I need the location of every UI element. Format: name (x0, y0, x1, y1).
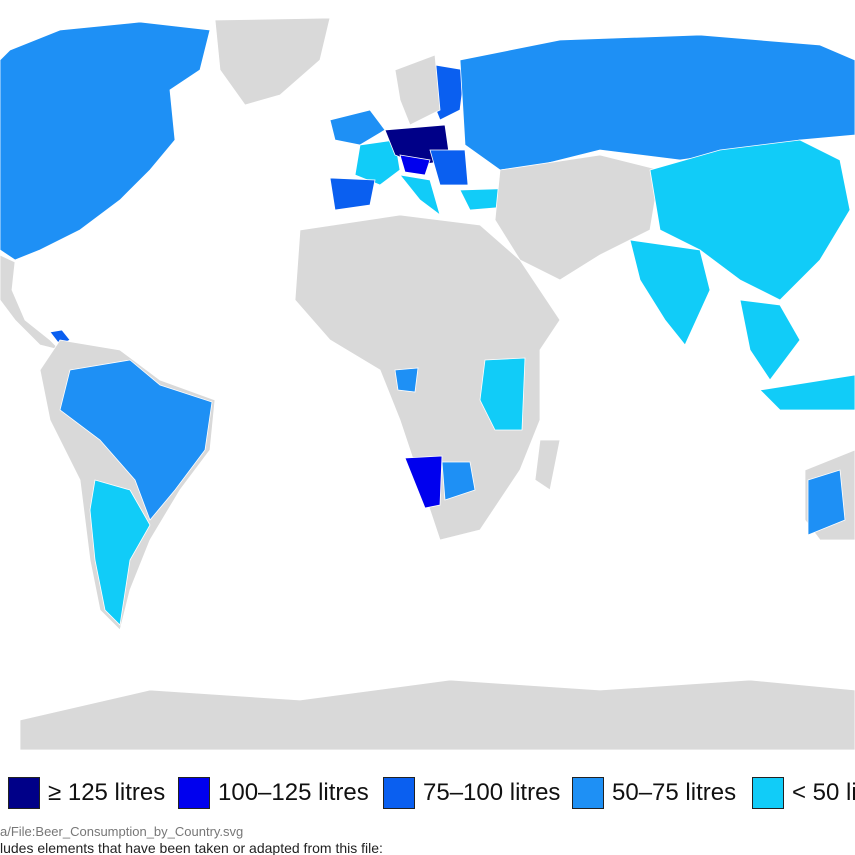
world-map (0, 17, 855, 751)
namibia (404, 455, 443, 509)
botswana (441, 461, 476, 501)
scandinavia (394, 54, 441, 126)
legend-swatch (752, 777, 784, 809)
africa (294, 214, 561, 541)
legend-item: 75–100 litres (383, 776, 560, 810)
east-africa (479, 357, 526, 431)
attribution: ludes elements that have been taken or a… (0, 840, 383, 855)
southeast-asia (739, 299, 801, 381)
eastern-europe (429, 149, 469, 186)
legend-label: 100–125 litres (218, 779, 369, 806)
indonesia (759, 374, 855, 411)
legend-swatch (383, 777, 415, 809)
greenland (214, 17, 331, 106)
source-url: a/File:Beer_Consumption_by_Country.svg (0, 824, 244, 839)
legend-label: ≥ 125 litres (48, 779, 166, 806)
gabon (394, 367, 419, 393)
central-america (0, 254, 62, 351)
china (649, 139, 851, 301)
north-america (0, 21, 211, 261)
spain (329, 177, 376, 211)
argentina (89, 479, 151, 626)
middle-east (494, 154, 661, 281)
legend-item: ≥ 125 litres (8, 776, 165, 810)
legend-swatch (178, 777, 210, 809)
legend-swatch (572, 777, 604, 809)
brazil (59, 359, 213, 521)
legend-swatch (8, 777, 40, 809)
legend-item: 50–75 litres (572, 776, 736, 810)
legend: ≥ 125 litres 100–125 litres 75–100 litres 5… (0, 772, 855, 816)
austria (399, 154, 431, 176)
legend-label: 75–100 litres (423, 779, 561, 806)
italy (399, 174, 441, 217)
uk-ireland (329, 109, 386, 146)
western-australia (807, 469, 846, 536)
antarctica (19, 679, 855, 751)
legend-label: 50–75 litres (612, 779, 737, 806)
madagascar (534, 439, 561, 491)
legend-item: < 50 li (752, 776, 855, 810)
legend-item: 100–125 litres (178, 776, 369, 810)
legend-label: < 50 li (792, 779, 855, 806)
india (629, 239, 711, 346)
